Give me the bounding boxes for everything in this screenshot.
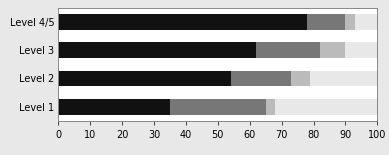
Bar <box>307 14 345 30</box>
Bar <box>320 42 345 58</box>
Bar <box>58 42 256 58</box>
Bar <box>231 71 291 86</box>
Bar <box>58 71 231 86</box>
Bar <box>256 42 320 58</box>
Bar <box>58 99 170 115</box>
Bar <box>345 14 355 30</box>
Bar <box>170 99 266 115</box>
Bar <box>275 99 377 115</box>
Bar <box>355 14 377 30</box>
Bar <box>310 71 377 86</box>
Bar <box>291 71 310 86</box>
Bar <box>266 99 275 115</box>
Bar <box>345 42 377 58</box>
Bar <box>58 14 307 30</box>
